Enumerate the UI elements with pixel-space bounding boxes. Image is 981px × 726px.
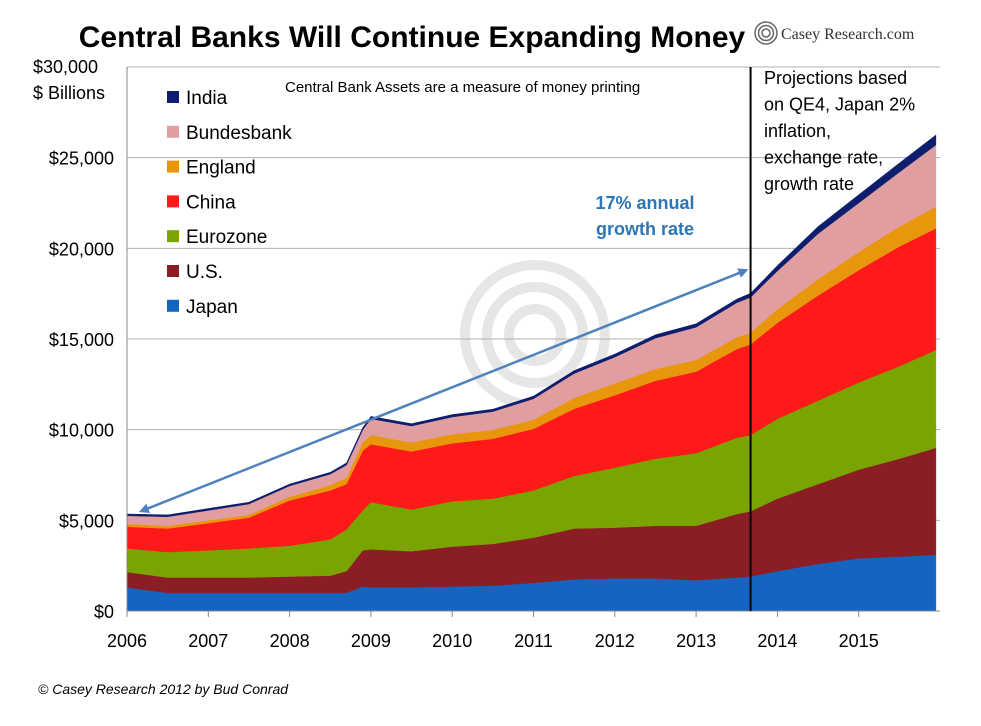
projection-note-line: Projections based [764, 68, 907, 88]
casey-research-logo: Casey Research.com [754, 21, 915, 45]
x-tick-label: 2008 [270, 631, 310, 651]
projection-note: Projections based on QE4, Japan 2% inflati… [764, 68, 915, 194]
legend-swatch [167, 125, 179, 138]
legend-swatch [167, 230, 179, 243]
y-tick-label: $0 [94, 602, 114, 622]
growth-label-line2: growth rate [596, 219, 694, 239]
x-tick-label: 2010 [432, 631, 472, 651]
projection-note-line: inflation, [764, 121, 831, 141]
legend-swatch [167, 265, 179, 277]
x-tick-labels: 2006 2007 2008 2009 2010 2011 2012 2013 2014 2015 [107, 611, 879, 651]
growth-label-line1: 17% annual [595, 193, 694, 213]
y-tick-label: $20,000 [49, 239, 114, 259]
legend-label: India [186, 88, 228, 109]
x-tick-label: 2012 [595, 631, 635, 651]
y-tick-labels: $0 $5,000 $10,000 $15,000 $20,000 $25,000 [49, 149, 114, 622]
projection-note-line: exchange rate, [764, 148, 883, 168]
x-tick-label: 2015 [839, 631, 879, 651]
legend-swatch [167, 160, 179, 173]
x-tick-label: 2013 [676, 631, 716, 651]
x-tick-label: 2006 [107, 631, 147, 651]
y-tick-label: $25,000 [49, 149, 114, 169]
projection-note-line: growth rate [764, 174, 854, 194]
legend-label: China [186, 192, 236, 213]
growth-arrow [138, 268, 749, 513]
credit-text: © Casey Research 2012 by Bud Conrad [38, 681, 289, 697]
logo-text: Casey Research.com [781, 26, 915, 43]
annotation-text: Central Bank Assets are a measure of mon… [285, 79, 640, 96]
y-tick-label: $10,000 [49, 421, 114, 441]
x-tick-label: 2009 [351, 631, 391, 651]
projection-note-line: on QE4, Japan 2% [764, 95, 915, 115]
y-axis-top-label: $30,000 [33, 57, 98, 77]
x-tick-label: 2011 [514, 631, 553, 651]
chart-title: Central Banks Will Continue Expanding Mo… [79, 21, 746, 54]
x-tick-label: 2007 [188, 631, 228, 651]
legend-label: U.S. [186, 262, 223, 283]
legend-label: England [186, 158, 256, 179]
legend-swatch [167, 299, 179, 312]
legend-swatch [167, 195, 179, 208]
spiral-logo-icon [754, 21, 778, 45]
legend-label: Japan [186, 297, 238, 318]
x-tick-label: 2014 [757, 631, 797, 651]
legend-label: Eurozone [186, 227, 267, 248]
legend-label: Bundesbank [186, 123, 292, 144]
legend-swatch [167, 91, 179, 103]
y-tick-label: $5,000 [59, 511, 114, 531]
y-tick-label: $15,000 [49, 330, 114, 350]
y-axis-unit-label: $ Billions [33, 83, 105, 103]
